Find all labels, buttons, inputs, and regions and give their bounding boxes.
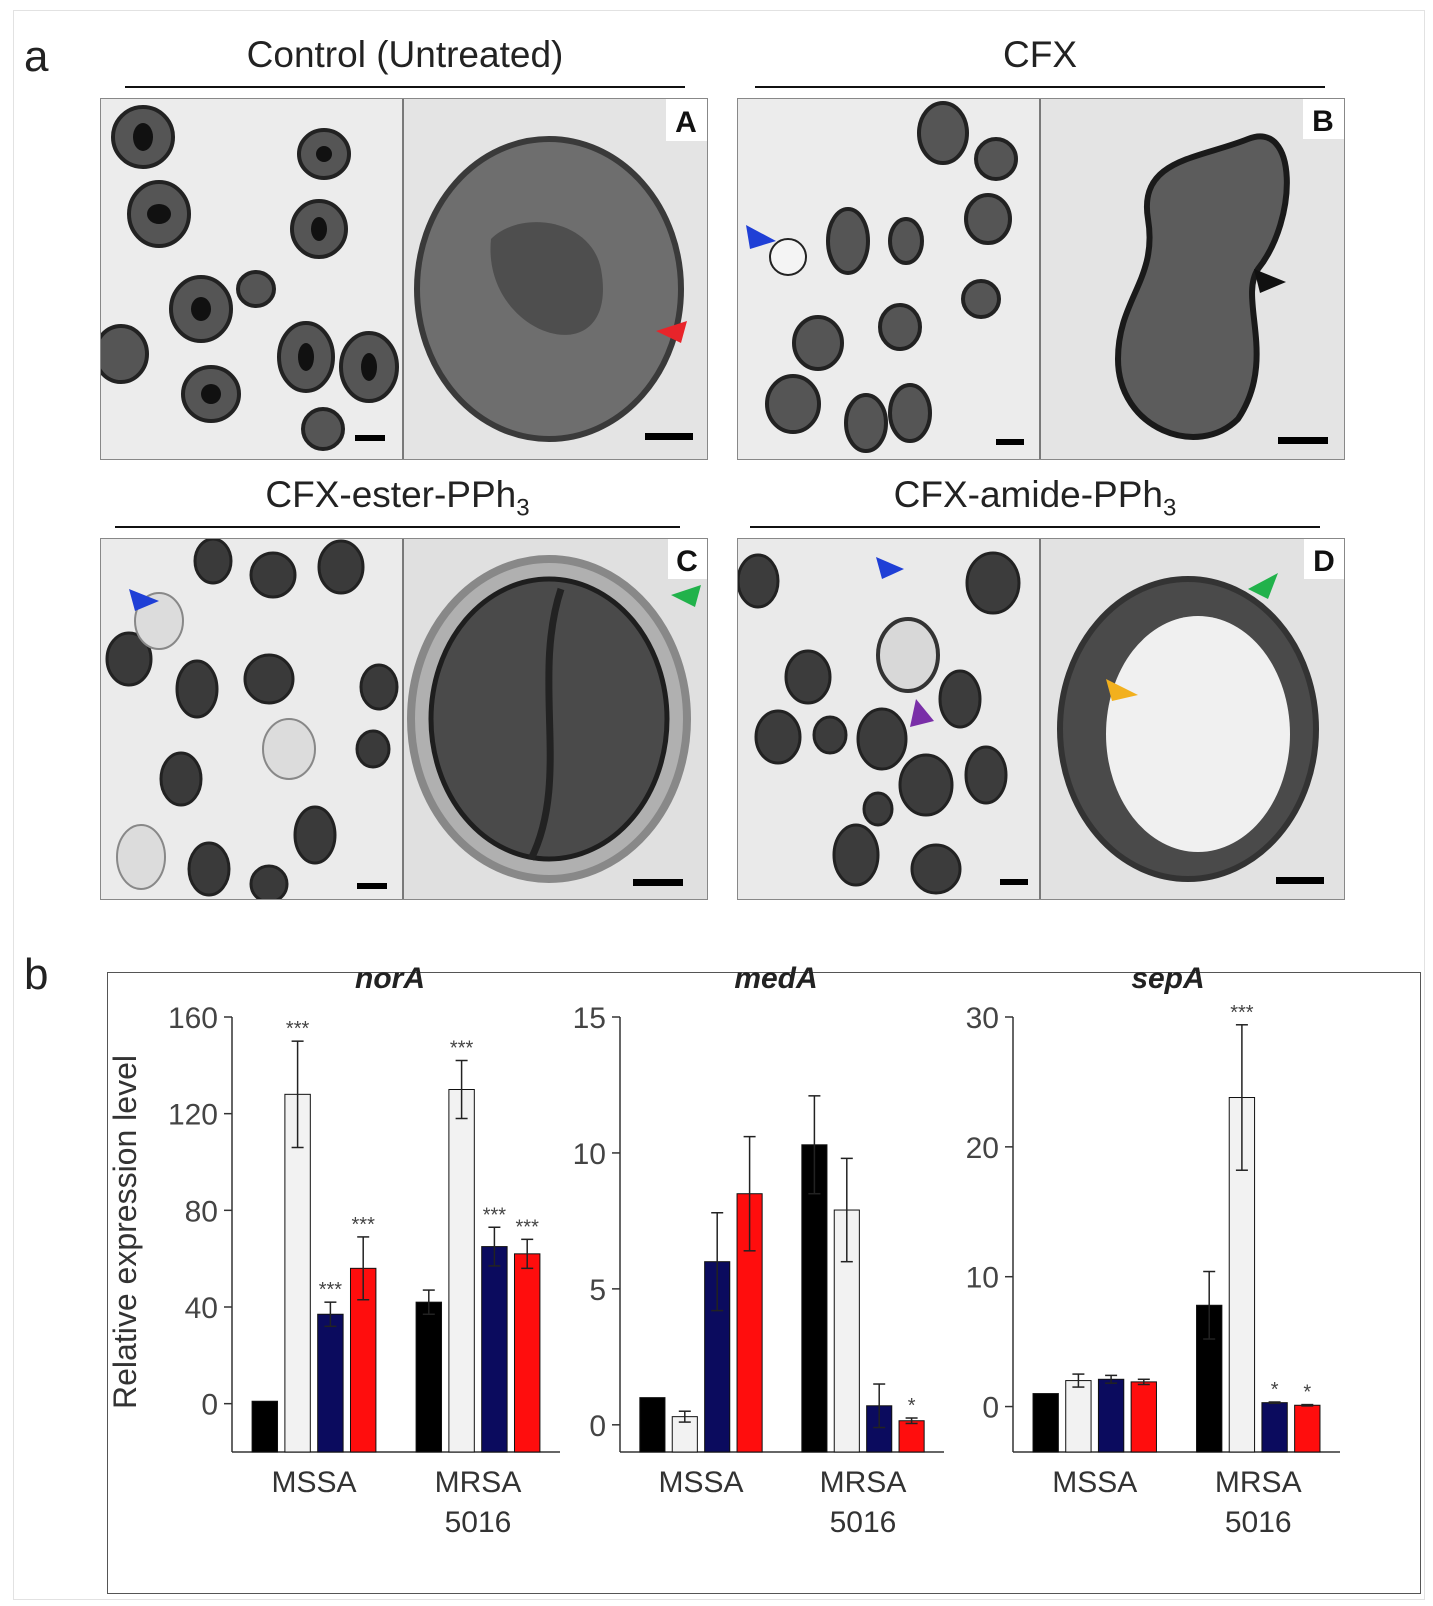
significance-label: *** bbox=[352, 1214, 376, 1236]
group-title-control: Control (Untreated) bbox=[246, 34, 564, 75]
y-tick-label: 30 bbox=[966, 1002, 999, 1035]
y-tick-label: 0 bbox=[982, 1392, 999, 1425]
green-arrow-icon bbox=[671, 585, 701, 607]
bar bbox=[317, 1313, 344, 1453]
y-tick-label: 160 bbox=[168, 1002, 218, 1035]
category-label: MRSA bbox=[820, 1466, 907, 1499]
yellow-arrow-icon bbox=[1106, 679, 1138, 701]
bar bbox=[1032, 1393, 1059, 1453]
y-tick-label: 40 bbox=[185, 1292, 218, 1325]
significance-label: *** bbox=[483, 1204, 507, 1226]
chart-frame bbox=[107, 972, 1421, 1594]
category-label: 5016 bbox=[1225, 1506, 1292, 1539]
figure-frame bbox=[13, 10, 1425, 1600]
bar bbox=[284, 1093, 311, 1453]
title-rule bbox=[755, 86, 1325, 88]
bar bbox=[1261, 1402, 1288, 1453]
group-title-amide: CFX-amide-PPh3 bbox=[893, 474, 1177, 522]
image-letter-a: A bbox=[675, 106, 697, 139]
blue-arrow-icon bbox=[876, 557, 904, 579]
panel-a-letter: a bbox=[24, 32, 49, 81]
blue-arrow-icon bbox=[746, 225, 776, 249]
bar bbox=[1196, 1304, 1223, 1453]
bar bbox=[513, 1253, 541, 1453]
tem-image-control: A bbox=[100, 98, 708, 460]
tem-image-cfx: B bbox=[737, 98, 1345, 460]
category-label: MRSA bbox=[1215, 1466, 1302, 1499]
title-rule bbox=[115, 526, 680, 528]
bar bbox=[251, 1400, 279, 1453]
y-tick-label: 80 bbox=[185, 1195, 218, 1228]
image-letter-b: B bbox=[1312, 105, 1334, 138]
category-label: 5016 bbox=[830, 1506, 897, 1539]
purple-arrow-icon bbox=[910, 699, 934, 727]
category-label: MSSA bbox=[658, 1466, 743, 1499]
bar bbox=[1065, 1380, 1092, 1453]
category-label: MSSA bbox=[271, 1466, 356, 1499]
bar bbox=[898, 1420, 925, 1453]
group-title-cfx: CFX bbox=[1003, 34, 1077, 75]
tem-image-ester: C bbox=[100, 538, 708, 900]
y-tick-label: 20 bbox=[966, 1132, 999, 1165]
chart-title: norA bbox=[355, 962, 425, 995]
tem-image-amide: D bbox=[737, 538, 1345, 900]
bar bbox=[1130, 1381, 1157, 1453]
green-arrow-icon bbox=[1248, 573, 1278, 599]
significance-label: *** bbox=[319, 1279, 343, 1301]
bar bbox=[415, 1301, 443, 1453]
group-title-ester: CFX-ester-PPh3 bbox=[265, 474, 530, 522]
y-tick-label: 10 bbox=[573, 1138, 606, 1171]
significance-label: * bbox=[908, 1395, 916, 1417]
significance-label: *** bbox=[286, 1018, 310, 1040]
image-letter-c: C bbox=[676, 545, 698, 578]
category-label: MSSA bbox=[1052, 1466, 1137, 1499]
bar bbox=[481, 1246, 508, 1453]
y-tick-label: 10 bbox=[966, 1262, 999, 1295]
title-rule bbox=[125, 86, 685, 88]
red-arrow-icon bbox=[656, 321, 687, 343]
category-label: MRSA bbox=[435, 1466, 522, 1499]
panel-b-letter: b bbox=[24, 950, 49, 999]
y-tick-label: 5 bbox=[589, 1274, 606, 1307]
significance-label: * bbox=[1303, 1382, 1311, 1404]
significance-label: *** bbox=[516, 1216, 540, 1238]
bar bbox=[448, 1089, 475, 1453]
y-axis-label: Relative expression level bbox=[107, 1055, 143, 1409]
significance-label: * bbox=[1271, 1379, 1279, 1401]
significance-label: *** bbox=[1230, 1002, 1254, 1024]
significance-label: *** bbox=[450, 1038, 474, 1060]
bar bbox=[639, 1397, 666, 1453]
blue-arrow-icon bbox=[129, 589, 159, 611]
chart-title: sepA bbox=[1131, 962, 1204, 995]
y-tick-label: 0 bbox=[589, 1410, 606, 1443]
image-letter-d: D bbox=[1313, 545, 1335, 578]
title-rule bbox=[750, 526, 1320, 528]
chart-title: medA bbox=[734, 962, 817, 995]
y-tick-label: 15 bbox=[573, 1002, 606, 1035]
black-arrow-icon bbox=[1254, 269, 1286, 293]
y-tick-label: 0 bbox=[201, 1389, 218, 1422]
category-label: 5016 bbox=[445, 1506, 512, 1539]
bar bbox=[1097, 1378, 1125, 1453]
y-tick-label: 120 bbox=[168, 1099, 218, 1132]
bar bbox=[1294, 1404, 1321, 1453]
